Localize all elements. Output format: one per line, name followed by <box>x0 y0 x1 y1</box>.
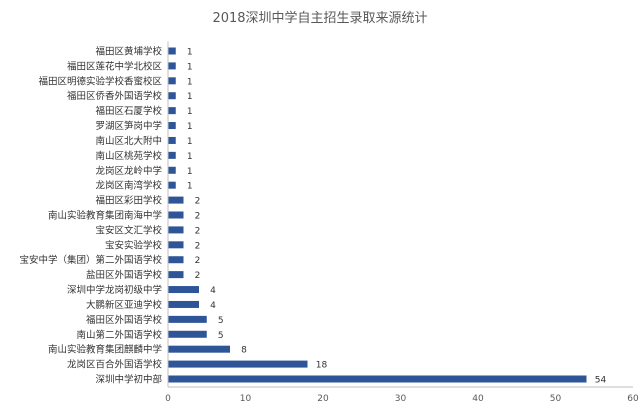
bar <box>168 256 184 264</box>
x-tick-label: 0 <box>165 394 171 404</box>
bar <box>168 196 184 204</box>
bar <box>168 62 176 70</box>
bar <box>168 136 176 144</box>
value-label: 1 <box>187 182 193 192</box>
category-label: 龙岗区龙岭中学 <box>95 165 162 177</box>
category-label: 宝安区文汇学校 <box>95 224 162 236</box>
category-label: 南山区北大附中 <box>95 135 162 147</box>
bar <box>168 107 176 115</box>
x-tick-label: 40 <box>472 394 484 404</box>
bar <box>168 77 176 85</box>
bar <box>168 47 176 55</box>
category-label: 福田区黄埔学校 <box>95 46 162 58</box>
category-label: 福田区石厦学校 <box>95 105 162 117</box>
bar <box>168 315 207 323</box>
bar <box>168 122 176 130</box>
x-tick-label: 60 <box>627 394 639 404</box>
category-label: 宝安中学（集团）第二外国语学校 <box>19 254 162 266</box>
value-label: 54 <box>595 376 607 386</box>
value-label: 2 <box>195 212 201 222</box>
category-label: 龙岗区百合外国语学校 <box>67 359 163 371</box>
bar <box>168 375 587 383</box>
category-label: 南山区桃苑学校 <box>95 150 162 162</box>
bar <box>168 151 176 159</box>
category-label: 福田区侨香外国语学校 <box>67 90 163 102</box>
category-label: 福田区明德实验学校香蜜校区 <box>38 75 162 87</box>
value-label: 1 <box>187 77 193 87</box>
category-label: 南山第二外国语学校 <box>76 329 162 341</box>
bars <box>168 47 587 383</box>
value-label: 4 <box>210 301 216 311</box>
category-label: 福田区彩田学校 <box>95 195 162 207</box>
bar <box>168 345 230 353</box>
value-label: 18 <box>316 361 328 371</box>
value-label: 1 <box>187 62 193 72</box>
value-label: 5 <box>218 331 224 341</box>
x-tick-label: 10 <box>240 394 252 404</box>
bar <box>168 300 199 308</box>
value-label: 2 <box>195 226 201 236</box>
x-tick-label: 20 <box>317 394 329 404</box>
category-label: 大鹏新区亚迪学校 <box>86 299 163 311</box>
value-label: 2 <box>195 256 201 266</box>
bar <box>168 330 207 338</box>
category-label: 福田区莲花中学北校区 <box>67 60 163 72</box>
value-label: 1 <box>187 107 193 117</box>
value-label: 8 <box>241 346 247 356</box>
category-label: 罗湖区笋岗中学 <box>95 120 162 132</box>
x-tick-label: 30 <box>395 394 407 404</box>
bar <box>168 92 176 100</box>
category-label: 盐田区外国语学校 <box>86 269 163 281</box>
value-label: 2 <box>195 271 201 281</box>
bar <box>168 360 308 368</box>
bar <box>168 211 184 219</box>
value-label: 1 <box>187 122 193 132</box>
category-label: 南山实验教育集团南海中学 <box>48 210 162 222</box>
category-label: 宝安实验学校 <box>105 239 163 251</box>
value-label: 1 <box>187 137 193 147</box>
chart-title: 2018深圳中学自主招生录取来源统计 <box>212 10 427 26</box>
category-label: 深圳中学龙岗初级中学 <box>67 284 162 296</box>
category-labels: 福田区黄埔学校福田区莲花中学北校区福田区明德实验学校香蜜校区福田区侨香外国语学校… <box>19 46 162 386</box>
category-label: 龙岗区南湾学校 <box>95 180 162 192</box>
value-label: 1 <box>187 152 193 162</box>
bar <box>168 166 176 174</box>
category-label: 深圳中学初中部 <box>95 374 162 386</box>
value-label: 5 <box>218 316 224 326</box>
value-label: 2 <box>195 197 201 207</box>
x-axis-ticks: 0 10 20 30 40 50 60 <box>165 394 639 404</box>
value-label: 1 <box>187 48 193 58</box>
value-label: 1 <box>187 167 193 177</box>
bar <box>168 226 184 234</box>
category-label: 福田区外国语学校 <box>86 314 163 326</box>
bar <box>168 271 184 279</box>
category-label: 南山实验教育集团麒麟中学 <box>48 344 162 356</box>
bar <box>168 286 199 294</box>
value-label: 4 <box>210 286 216 296</box>
x-tick-label: 50 <box>550 394 562 404</box>
value-label: 2 <box>195 241 201 251</box>
bar <box>168 181 176 189</box>
value-label: 1 <box>187 92 193 102</box>
bar <box>168 241 184 249</box>
